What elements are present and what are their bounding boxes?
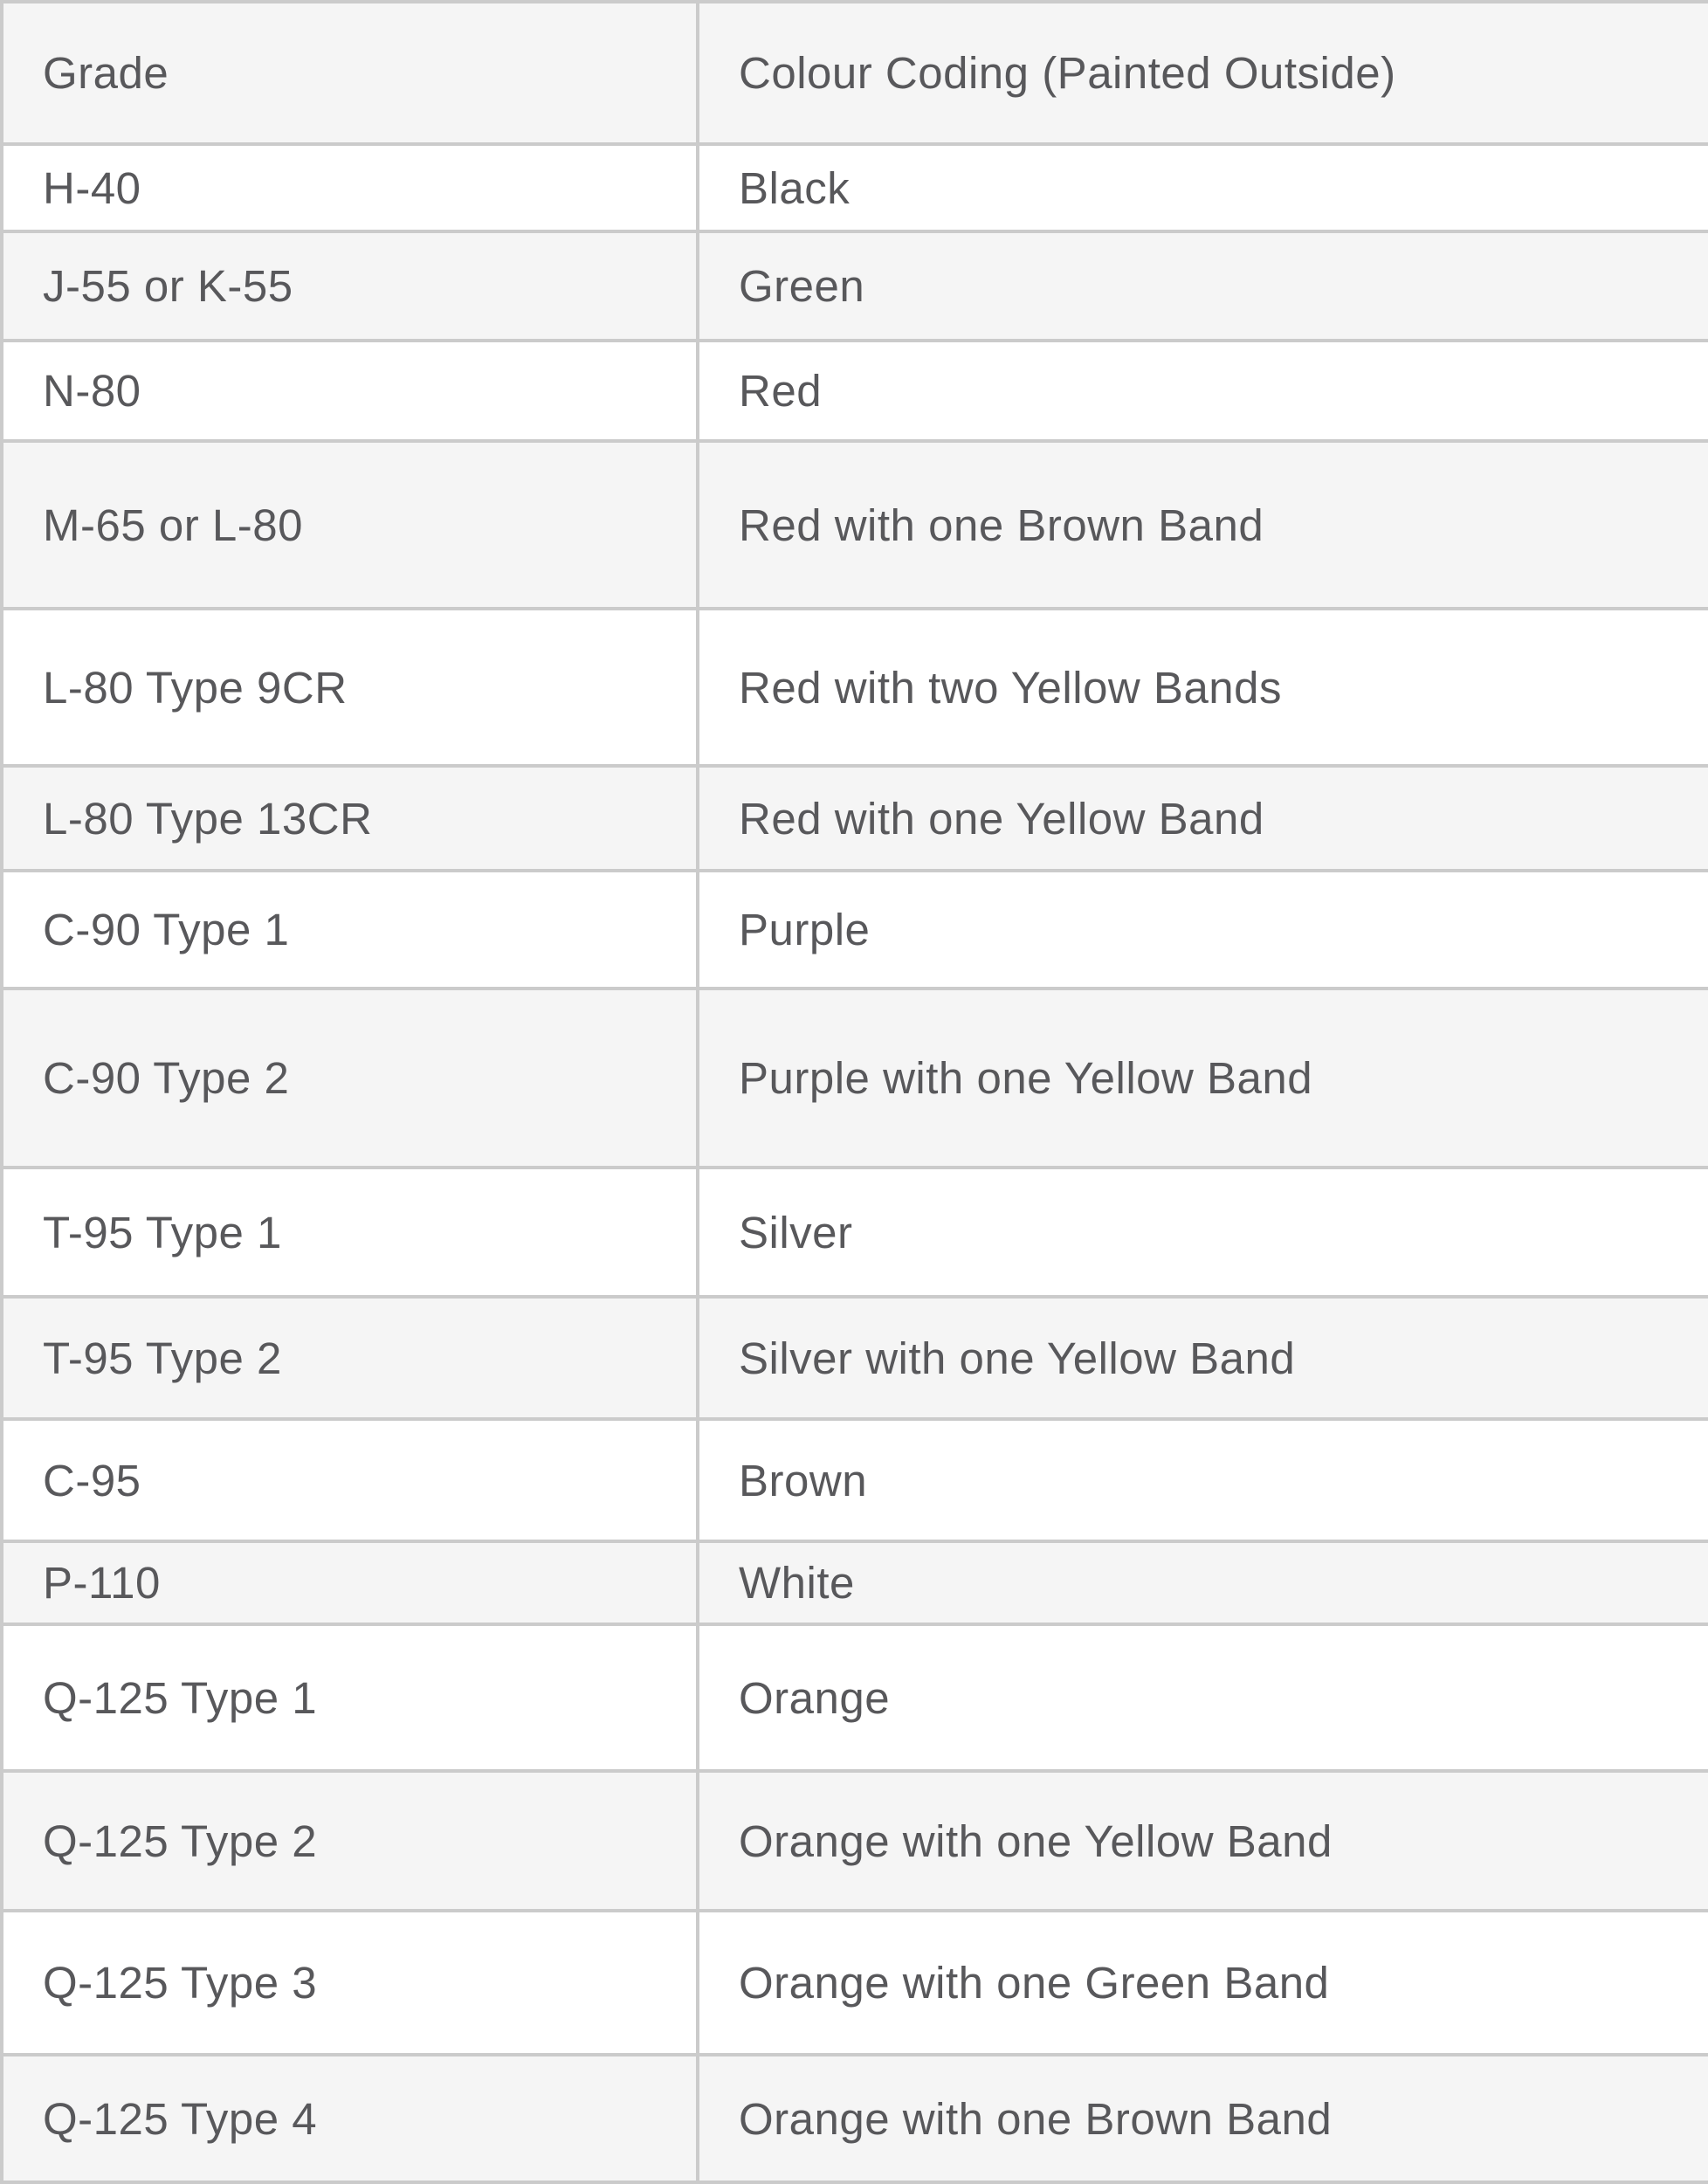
colour-cell: Red with one Yellow Band <box>696 764 1708 872</box>
table-row: Q-125 Type 2 Orange with one Yellow Band <box>0 1769 1708 1912</box>
grade-cell: C-90 Type 1 <box>0 869 699 990</box>
grade-cell: Q-125 Type 3 <box>0 1909 699 2057</box>
colour-cell: Orange with one Brown Band <box>696 2053 1708 2184</box>
colour-cell: Silver <box>696 1166 1708 1299</box>
table-row: T-95 Type 1 Silver <box>0 1166 1708 1299</box>
table-row: P-110 White <box>0 1540 1708 1626</box>
grade-column-header: Grade <box>0 0 699 146</box>
table-row: Q-125 Type 3 Orange with one Green Band <box>0 1909 1708 2057</box>
grade-cell: T-95 Type 2 <box>0 1295 699 1421</box>
table-row: C-90 Type 2 Purple with one Yellow Band <box>0 987 1708 1169</box>
table-row: H-40 Black <box>0 142 1708 233</box>
grade-cell: N-80 <box>0 339 699 443</box>
grade-cell: Q-125 Type 4 <box>0 2053 699 2184</box>
table-row: C-95 Brown <box>0 1417 1708 1543</box>
grade-cell: C-90 Type 2 <box>0 987 699 1169</box>
colour-cell: Black <box>696 142 1708 233</box>
colour-cell: Brown <box>696 1417 1708 1543</box>
grade-cell: Q-125 Type 1 <box>0 1622 699 1773</box>
table-row: T-95 Type 2 Silver with one Yellow Band <box>0 1295 1708 1421</box>
table-row: C-90 Type 1 Purple <box>0 869 1708 990</box>
colour-cell: Purple with one Yellow Band <box>696 987 1708 1169</box>
grade-cell: H-40 <box>0 142 699 233</box>
grade-cell: M-65 or L-80 <box>0 439 699 610</box>
grade-cell: T-95 Type 1 <box>0 1166 699 1299</box>
colour-cell: Orange with one Yellow Band <box>696 1769 1708 1912</box>
grade-cell: Q-125 Type 2 <box>0 1769 699 1912</box>
colour-cell: Silver with one Yellow Band <box>696 1295 1708 1421</box>
table-row: Q-125 Type 4 Orange with one Brown Band <box>0 2053 1708 2184</box>
table-row: Q-125 Type 1 Orange <box>0 1622 1708 1773</box>
colour-cell: White <box>696 1540 1708 1626</box>
table-row: J-55 or K-55 Green <box>0 230 1708 342</box>
colour-cell: Purple <box>696 869 1708 990</box>
grade-cell: C-95 <box>0 1417 699 1543</box>
colour-cell: Red <box>696 339 1708 443</box>
colour-cell: Red with two Yellow Bands <box>696 607 1708 768</box>
colour-cell: Orange <box>696 1622 1708 1773</box>
table-row: L-80 Type 9CR Red with two Yellow Bands <box>0 607 1708 768</box>
colour-cell: Orange with one Green Band <box>696 1909 1708 2057</box>
grade-cell: P-110 <box>0 1540 699 1626</box>
table-body: H-40 Black J-55 or K-55 Green N-80 Red M-65 or… <box>0 142 1708 2184</box>
table-row: M-65 or L-80 Red with one Brown Band <box>0 439 1708 610</box>
colour-coding-column-header: Colour Coding (Painted Outside) <box>696 0 1708 146</box>
grade-cell: L-80 Type 9CR <box>0 607 699 768</box>
grade-cell: J-55 or K-55 <box>0 230 699 342</box>
grade-cell: L-80 Type 13CR <box>0 764 699 872</box>
table-row: N-80 Red <box>0 339 1708 443</box>
colour-cell: Red with one Brown Band <box>696 439 1708 610</box>
table-row: L-80 Type 13CR Red with one Yellow Band <box>0 764 1708 872</box>
header-row: Grade Colour Coding (Painted Outside) <box>0 0 1708 146</box>
colour-cell: Green <box>696 230 1708 342</box>
